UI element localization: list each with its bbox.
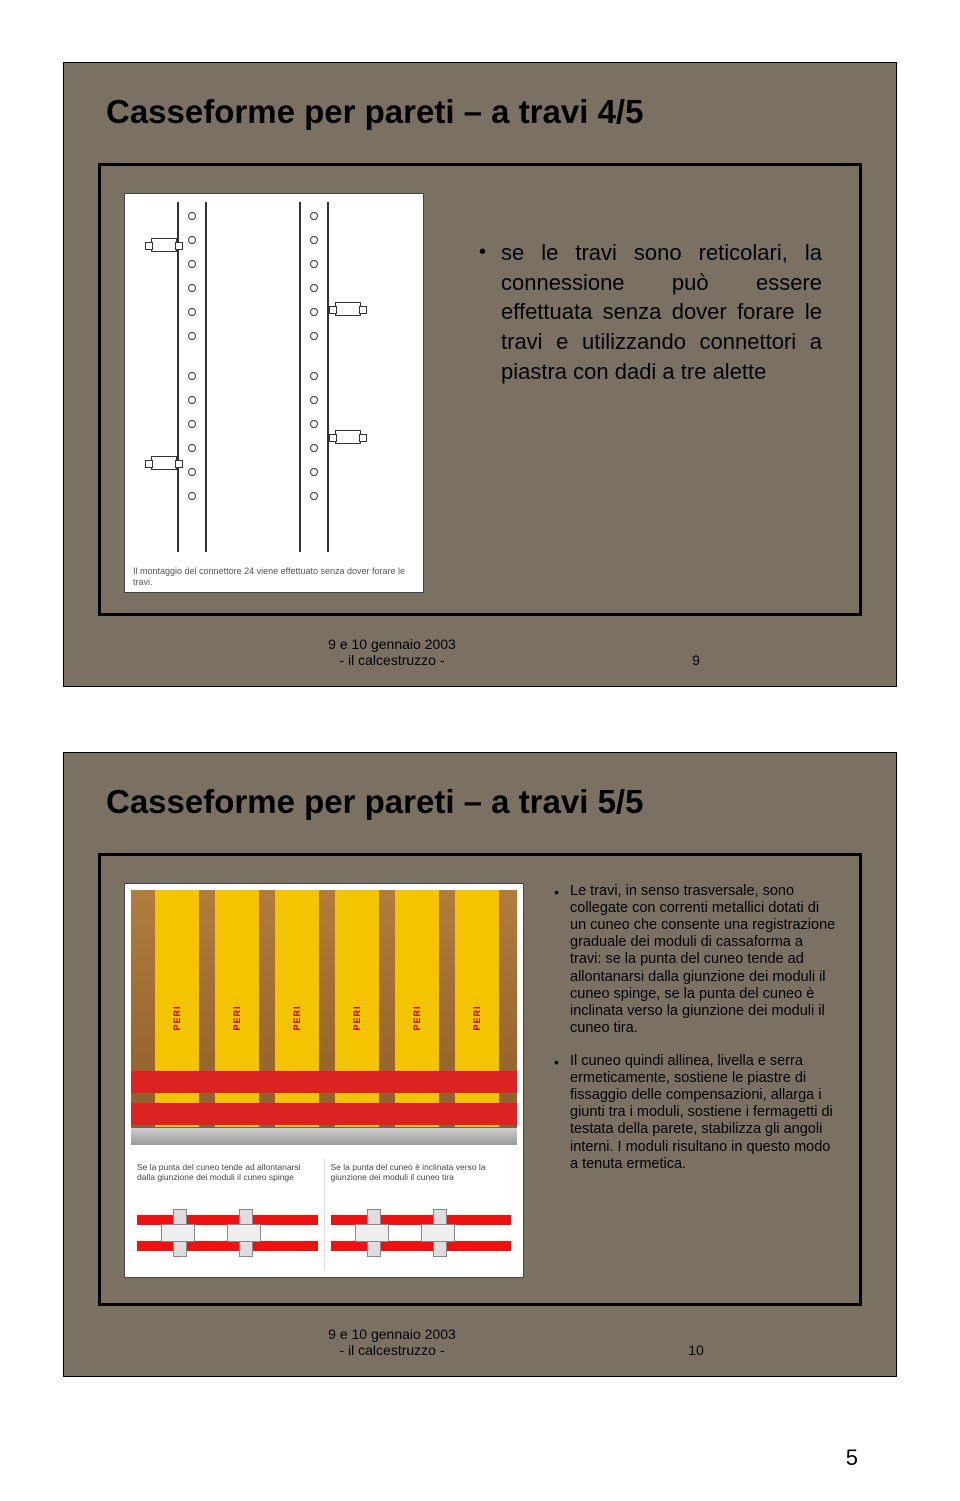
slide-title: Casseforme per pareti – a travi 5/5 [106,783,643,821]
diagram-pull: Se la punta del cuneo è inclinata verso … [324,1159,518,1271]
slide-2: Casseforme per pareti – a travi 5/5 Se l… [63,752,897,1377]
list-item: • se le travi sono reticolari, la connes… [479,238,822,386]
technical-drawing [133,202,415,552]
slide-page-number: 10 [676,1342,716,1358]
bullet-text: se le travi sono reticolari, la connessi… [501,238,822,386]
document-page-number: 5 [846,1445,858,1471]
footer-subtitle: - il calcestruzzo - [339,1342,444,1358]
bullet-list: • se le travi sono reticolari, la connes… [479,238,822,404]
bullet-text: Le travi, in senso trasversale, sono col… [570,883,836,1037]
footer-date: 9 e 10 gennaio 2003 - il calcestruzzo - [307,1326,477,1358]
bullet-dot-icon: • [554,1053,570,1173]
slide-title: Casseforme per pareti – a travi 4/5 [106,93,643,131]
figure-photo-diagram: Se la punta del cuneo tende ad allontana… [124,883,524,1278]
footer-date-line: 9 e 10 gennaio 2003 [328,636,456,652]
bullet-text: Il cuneo quindi allinea, livella e serra… [570,1053,836,1173]
diagram-caption: Se la punta del cuneo è inclinata verso … [331,1163,512,1205]
slide-page-number: 9 [676,652,716,668]
figure-connector-drawing: Il montaggio del connettore 24 viene eff… [124,193,424,593]
diagram-push: Se la punta del cuneo tende ad allontana… [131,1159,324,1271]
bullet-dot-icon: • [554,883,570,1037]
list-item: • Le travi, in senso trasversale, sono c… [554,883,836,1037]
bullet-list: • Le travi, in senso trasversale, sono c… [554,883,836,1189]
figure-caption: Il montaggio del connettore 24 viene eff… [133,566,415,588]
formwork-photo [131,890,517,1145]
wedge-diagrams: Se la punta del cuneo tende ad allontana… [131,1159,517,1271]
bullet-dot-icon: • [479,238,501,386]
footer-date-line: 9 e 10 gennaio 2003 [328,1326,456,1342]
diagram-caption: Se la punta del cuneo tende ad allontana… [137,1163,318,1205]
list-item: • Il cuneo quindi allinea, livella e ser… [554,1053,836,1173]
slide-1: Casseforme per pareti – a travi 4/5 [63,62,897,687]
footer-date: 9 e 10 gennaio 2003 - il calcestruzzo - [307,636,477,668]
footer-subtitle: - il calcestruzzo - [339,652,444,668]
